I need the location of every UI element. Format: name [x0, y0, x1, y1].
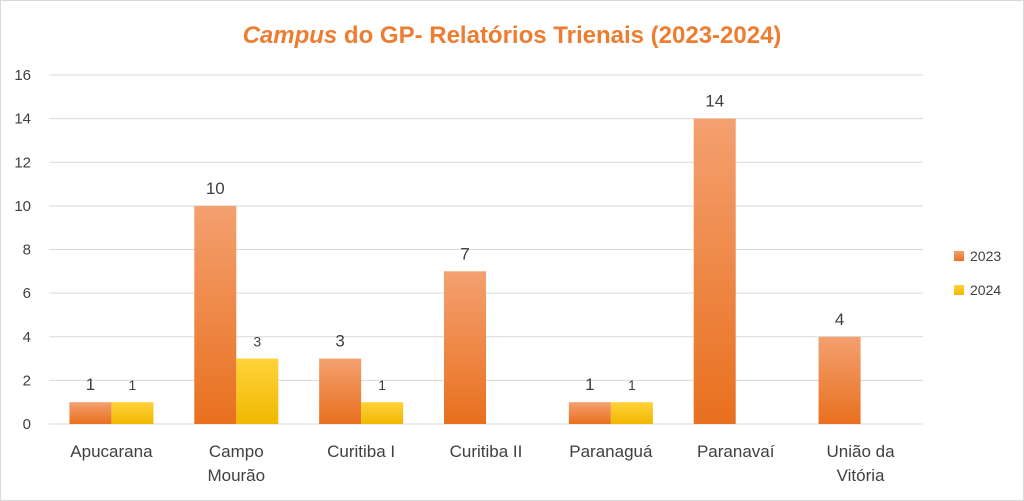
- legend-swatch-2024: [954, 285, 964, 295]
- data-label-2024: 1: [129, 377, 137, 393]
- y-tick-label: 8: [23, 242, 31, 259]
- bar-2024: [610, 402, 653, 424]
- x-category-label: Campo: [209, 442, 264, 461]
- bar-2023: [693, 118, 736, 424]
- x-category-label: Curitiba II: [450, 442, 523, 461]
- x-category-label: Curitiba I: [327, 442, 395, 461]
- x-category-label: Paranaguá: [569, 442, 653, 461]
- y-tick-label: 10: [14, 198, 31, 215]
- y-tick-label: 4: [23, 329, 31, 346]
- bar-2023: [194, 205, 237, 424]
- y-axis-ticks: 0 2 4 6 8 10 12 14 16: [14, 67, 31, 433]
- legend-label-2023: 2023: [970, 248, 1001, 264]
- data-label-2023: 4: [835, 310, 844, 329]
- x-category-label: Paranavaí: [697, 442, 775, 461]
- y-tick-label: 2: [23, 372, 31, 389]
- data-label-2023: 10: [206, 179, 225, 198]
- data-label-2024: 1: [378, 377, 386, 393]
- bars: [69, 118, 861, 424]
- y-tick-label: 14: [14, 111, 31, 128]
- data-label-2023: 1: [585, 375, 594, 394]
- y-tick-label: 16: [14, 67, 31, 84]
- y-tick-label: 12: [14, 154, 31, 171]
- bar-2024: [236, 358, 279, 424]
- legend-label-2024: 2024: [970, 282, 1001, 298]
- data-label-2023: 1: [86, 375, 95, 394]
- data-label-2023: 7: [460, 244, 469, 263]
- data-label-2023: 3: [335, 332, 344, 351]
- data-label-2023: 14: [705, 92, 724, 111]
- bar-2023: [818, 336, 861, 424]
- x-category-label: Vitória: [837, 466, 885, 485]
- legend: 2023 2024: [954, 248, 1001, 298]
- bar-2023: [69, 402, 112, 424]
- bar-2024: [361, 402, 404, 424]
- chart-title-rest: do GP- Relatórios Trienais (2023-2024): [337, 22, 781, 49]
- data-label-2024: 3: [253, 334, 261, 350]
- bar-2023: [568, 402, 611, 424]
- data-label-2024: 1: [628, 377, 636, 393]
- y-tick-label: 0: [23, 416, 31, 433]
- legend-swatch-2023: [954, 251, 964, 261]
- bar-2023: [444, 271, 486, 424]
- bar-2024: [111, 402, 154, 424]
- x-category-label: Apucarana: [70, 442, 153, 461]
- x-category-label: União da: [827, 442, 896, 461]
- y-tick-label: 6: [23, 285, 31, 302]
- x-category-label: Mourão: [207, 466, 265, 485]
- bar-2023: [319, 358, 362, 424]
- x-axis-categories: Apucarana Campo Mourão Curitiba I Curitiba I…: [70, 442, 895, 485]
- chart-title-italic: Campus: [243, 22, 338, 49]
- data-labels: 1 1 10 3 3 1 7 1 1 14 4: [86, 92, 845, 395]
- chart-title: Campus do GP- Relatórios Trienais (2023-…: [243, 22, 782, 49]
